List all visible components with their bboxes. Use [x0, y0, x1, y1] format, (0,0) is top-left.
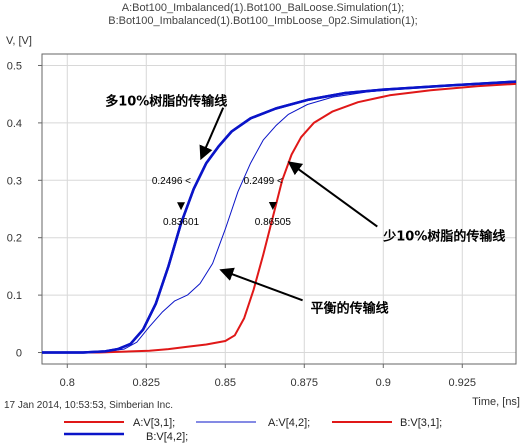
footer-timestamp: 17 Jan 2014, 10:53:53, Simberian Inc. — [4, 400, 173, 411]
legend-label: B:V[4,2]; — [146, 431, 188, 443]
y-tick-label: 0.3 — [7, 175, 22, 187]
marker-value-label: 0.2496 < — [152, 176, 191, 187]
plot-frame — [41, 53, 517, 365]
annotation-arrow-1 — [287, 161, 378, 228]
legend-label: B:V[3,1]; — [400, 417, 442, 429]
series-group — [42, 80, 517, 354]
axes: 0.8 0.825 0.85 0.875 0.9 0.925 0 0.1 0.2 0.3 0.4 0.… — [6, 35, 520, 408]
annotation-label: 少10%树脂的传输线 — [382, 229, 505, 245]
legend-label: A:V[4,2]; — [268, 417, 310, 429]
marker-group: 0.2496 < 0.83601 0.2499 < 0.86505 — [152, 176, 292, 228]
marker-triangle-0 — [177, 202, 186, 211]
y-tick-label: 0.5 — [7, 60, 22, 72]
x-axis-label: Time, [ns] — [472, 396, 520, 408]
marker-triangle-1 — [268, 202, 277, 211]
chart-header-line-a: A:Bot100_Imbalanced(1).Bot100_BalLoose.S… — [121, 2, 405, 14]
y-tick-label: 0.4 — [7, 118, 22, 130]
chart-header-line-b: B:Bot100_Imbalanced(1).Bot100_ImbLoose_0… — [108, 15, 418, 27]
legend: A:V[3,1]; A:V[4,2]; B:V[3,1]; B:V[4,2]; — [64, 417, 442, 443]
series-line-2 — [42, 82, 517, 354]
x-tick-label: 0.8 — [60, 377, 75, 389]
series-line-3 — [42, 80, 517, 354]
x-tick-label: 0.925 — [449, 377, 477, 389]
marker-time-label: 0.83601 — [163, 217, 200, 228]
annotation-arrow-2 — [219, 267, 303, 302]
x-tick-label: 0.825 — [133, 377, 161, 389]
y-tick-label: 0.2 — [7, 233, 22, 245]
series-line-0 — [42, 82, 517, 353]
footer-group: 17 Jan 2014, 10:53:53, Simberian Inc. — [4, 400, 173, 411]
x-tick-label: 0.85 — [215, 377, 236, 389]
y-tick-label: 0.1 — [7, 290, 22, 302]
legend-label: A:V[3,1]; — [133, 417, 175, 429]
y-axis-label: V, [V] — [6, 35, 32, 47]
x-tick-label: 0.875 — [291, 377, 319, 389]
annotation-label: 平衡的传输线 — [311, 300, 389, 316]
marker-value-label: 0.2499 < — [244, 176, 283, 187]
marker-time-label: 0.86505 — [255, 217, 292, 228]
annotation-arrow-0 — [199, 107, 225, 161]
y-tick-label: 0 — [16, 348, 22, 360]
annotation-label: 多10%树脂的传输线 — [105, 94, 227, 110]
x-tick-label: 0.9 — [376, 377, 391, 389]
